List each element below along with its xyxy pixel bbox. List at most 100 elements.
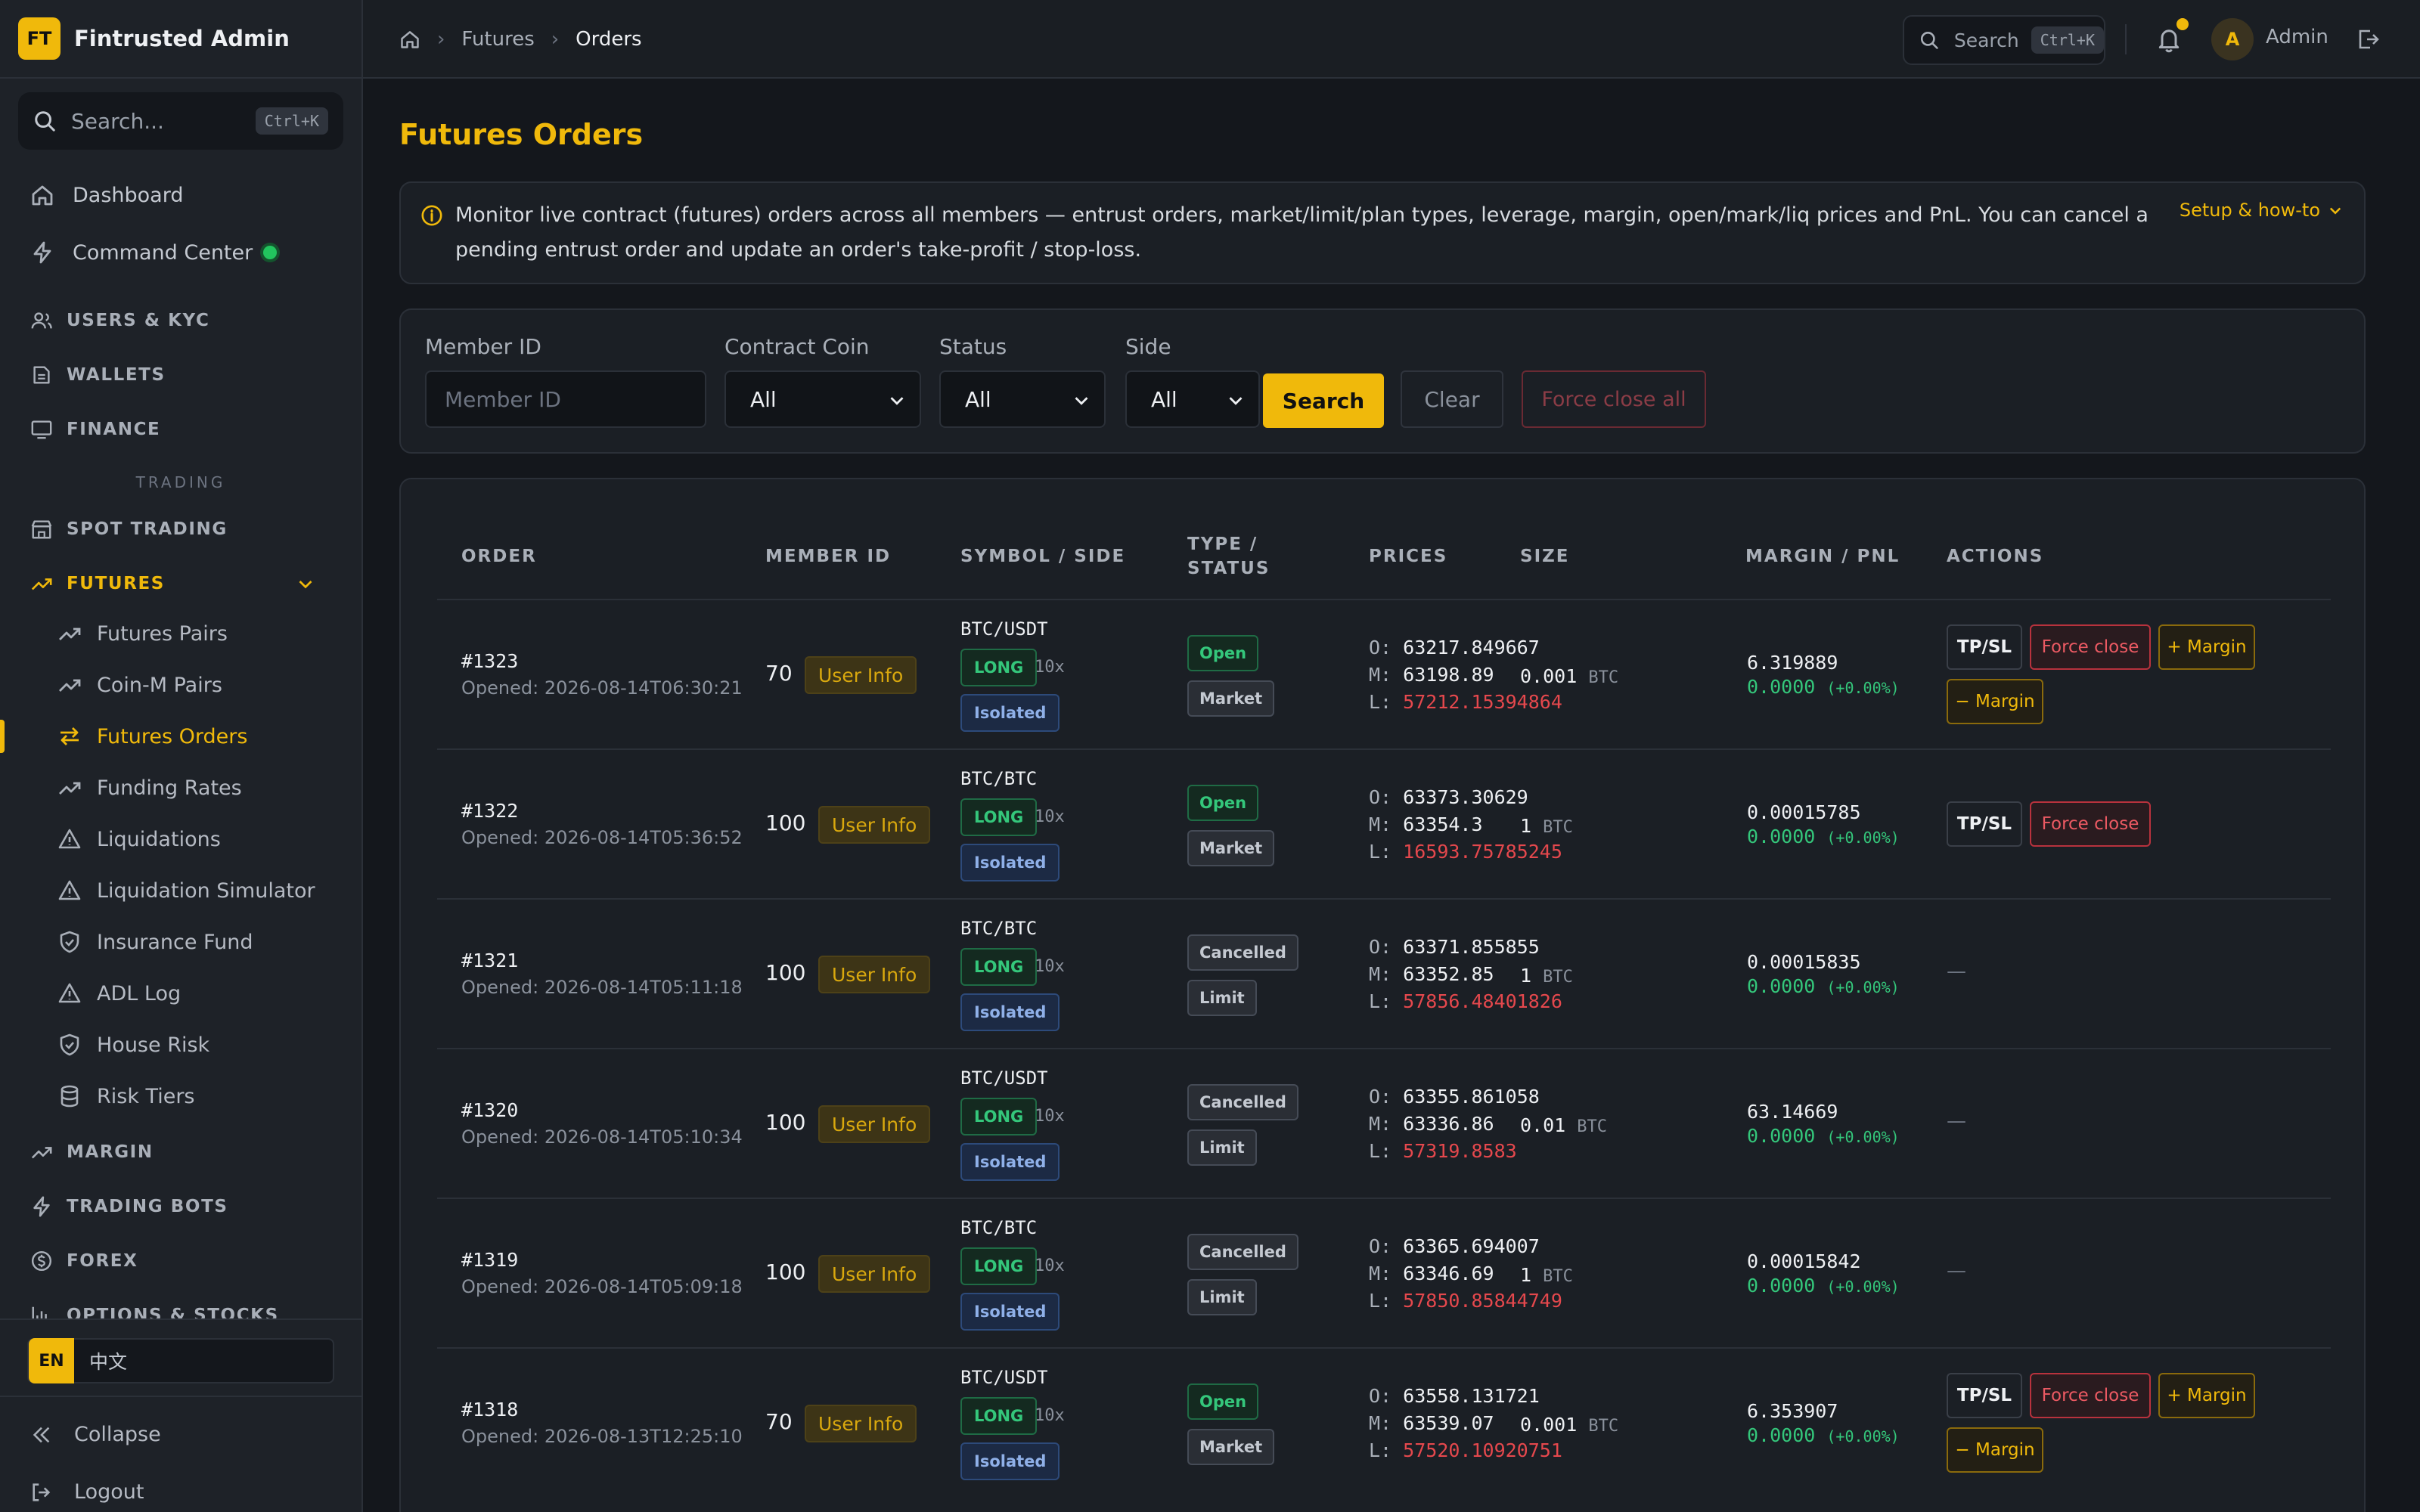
remove-margin-button[interactable]: − Margin [1947,1427,2043,1473]
add-margin-button[interactable]: + Margin [2158,1373,2255,1418]
liq-price: L: 57319.8583 [1369,1140,1517,1162]
clear-button[interactable]: Clear [1401,370,1503,428]
breadcrumb: › Futures › Orders [399,0,642,79]
brand[interactable]: FT Fintrusted Admin [0,0,361,79]
user-info-button[interactable]: User Info [818,1255,931,1293]
select-value: All [965,386,991,412]
home-icon[interactable] [399,29,420,50]
sidebar-item-liquidation-simulator[interactable]: Liquidation Simulator [0,865,361,916]
sidebar-group-users[interactable]: USERS & KYC [0,295,361,346]
order-id[interactable]: #1320 [461,1099,519,1121]
remove-margin-button[interactable]: − Margin [1947,679,2043,724]
member-id: 70 [765,1409,793,1434]
user-info-button[interactable]: User Info [818,956,931,993]
opened-time: 2026-08-14T05:09:18 [544,1276,743,1297]
liq-price: L: 57520.10920751 [1369,1439,1562,1461]
logout-icon [33,1483,51,1501]
logout-icon[interactable] [2356,27,2381,51]
chevron-down-icon [2329,207,2341,215]
sidebar-group-futures[interactable]: FUTURES [0,558,361,609]
order-id[interactable]: #1319 [461,1249,519,1271]
sidebar-group-trading-bots[interactable]: TRADING BOTS [0,1181,361,1232]
leverage: 10x [1035,807,1065,826]
sidebar-item-label: Funding Rates [97,776,242,800]
logout-button[interactable]: Logout [30,1480,144,1504]
order-opened: Opened: 2026-08-14T05:09:18 [461,1276,743,1297]
liq-price: L: 57212.15394864 [1369,691,1562,713]
user-info-button[interactable]: User Info [805,1405,917,1442]
sidebar-item-futures-orders[interactable]: Futures Orders [0,711,361,762]
user-name[interactable]: Admin [2266,26,2328,48]
add-margin-button[interactable]: + Margin [2158,624,2255,670]
sidebar-group-wallets[interactable]: WALLETS [0,349,361,401]
status-badge: Open [1187,1383,1259,1420]
lang-en-button[interactable]: EN [29,1338,74,1383]
status-select[interactable]: All [939,370,1106,428]
user-info-button[interactable]: User Info [818,1105,931,1143]
order-id[interactable]: #1318 [461,1399,519,1421]
member-id-input[interactable]: Member ID [425,370,706,428]
order-id[interactable]: #1323 [461,650,519,672]
setup-howto-link[interactable]: Setup & how-to [2180,200,2343,221]
user-info-button[interactable]: User Info [818,806,931,844]
force-close-button[interactable]: Force close [2030,1373,2151,1418]
order-id[interactable]: #1321 [461,950,519,971]
logout-label: Logout [74,1480,144,1504]
liq-price-value: 57319.8583 [1403,1140,1517,1162]
sidebar-item-adl-log[interactable]: ADL Log [0,968,361,1019]
topbar-search[interactable]: Search Ctrl+K [1903,15,2105,65]
contract-coin-select[interactable]: All [724,370,921,428]
open-price-value: 63558.131721 [1403,1385,1540,1407]
sidebar-group-options[interactable]: OPTIONS & STOCKS [0,1290,361,1318]
sidebar-item-dashboard[interactable]: Dashboard [0,169,361,221]
order-size: 1 BTC [1520,1264,1573,1286]
sidebar-item-command-center[interactable]: Command Center [0,227,361,278]
chart-icon [32,1306,47,1318]
order-opened: Opened: 2026-08-14T06:30:21 [461,677,743,699]
lightning-icon [33,1196,50,1217]
sidebar-item-label: Dashboard [73,183,184,207]
bell-icon[interactable] [2155,26,2183,53]
symbol: BTC/USDT [960,618,1048,640]
sidebar-item-label: Risk Tiers [97,1084,195,1108]
sidebar-item-liquidations[interactable]: Liquidations [0,813,361,865]
opened-time: 2026-08-13T12:25:10 [544,1426,743,1447]
brand-logo: FT [18,17,60,60]
sidebar-item-house-risk[interactable]: House Risk [0,1019,361,1070]
sidebar-group-spot[interactable]: SPOT TRADING [0,503,361,555]
tpsl-button[interactable]: TP/SL [1947,801,2022,847]
side-select[interactable]: All [1125,370,1260,428]
force-close-all-button[interactable]: Force close all [1522,370,1706,428]
sidebar-item-label: House Risk [97,1033,210,1057]
symbol: BTC/BTC [960,768,1038,789]
monitor-icon [31,420,52,439]
opened-time: 2026-08-14T05:10:34 [544,1126,743,1148]
table-row: #1323 Opened: 2026-08-14T06:30:21 70 Use… [437,599,2331,751]
breadcrumb-futures[interactable]: Futures [461,28,535,51]
sidebar-item-label: Liquidation Simulator [97,878,315,903]
pnl-value: 0.0000 (+0.00%) [1747,975,1900,997]
search-button[interactable]: Search [1263,373,1384,428]
sidebar-item-coin-m-pairs[interactable]: Coin-M Pairs [0,659,361,711]
force-close-button[interactable]: Force close [2030,801,2151,847]
collapse-button[interactable]: Collapse [30,1423,161,1446]
tpsl-button[interactable]: TP/SL [1947,624,2022,670]
sidebar-group-forex[interactable]: FOREX [0,1235,361,1287]
user-info-button[interactable]: User Info [805,656,917,694]
sidebar-group-label: FUTURES [67,574,165,593]
order-id[interactable]: #1322 [461,800,519,822]
margin-mode-badge: Isolated [960,844,1060,881]
tpsl-button[interactable]: TP/SL [1947,1373,2022,1418]
lang-zh-button[interactable]: 中文 [89,1351,128,1373]
sidebar-item-funding-rates[interactable]: Funding Rates [0,762,361,813]
sidebar-search[interactable]: Search... Ctrl+K [18,92,343,150]
sidebar-item-futures-pairs[interactable]: Futures Pairs [0,608,361,659]
language-switcher[interactable]: EN 中文 [27,1338,334,1383]
sidebar-group-margin[interactable]: MARGIN [0,1126,361,1178]
avatar[interactable]: A [2211,18,2254,60]
table-row: #1320 Opened: 2026-08-14T05:10:34 100 Us… [437,1048,2331,1201]
force-close-button[interactable]: Force close [2030,624,2151,670]
sidebar-group-finance[interactable]: FINANCE [0,404,361,455]
sidebar-item-insurance-fund[interactable]: Insurance Fund [0,916,361,968]
sidebar-item-risk-tiers[interactable]: Risk Tiers [0,1070,361,1122]
